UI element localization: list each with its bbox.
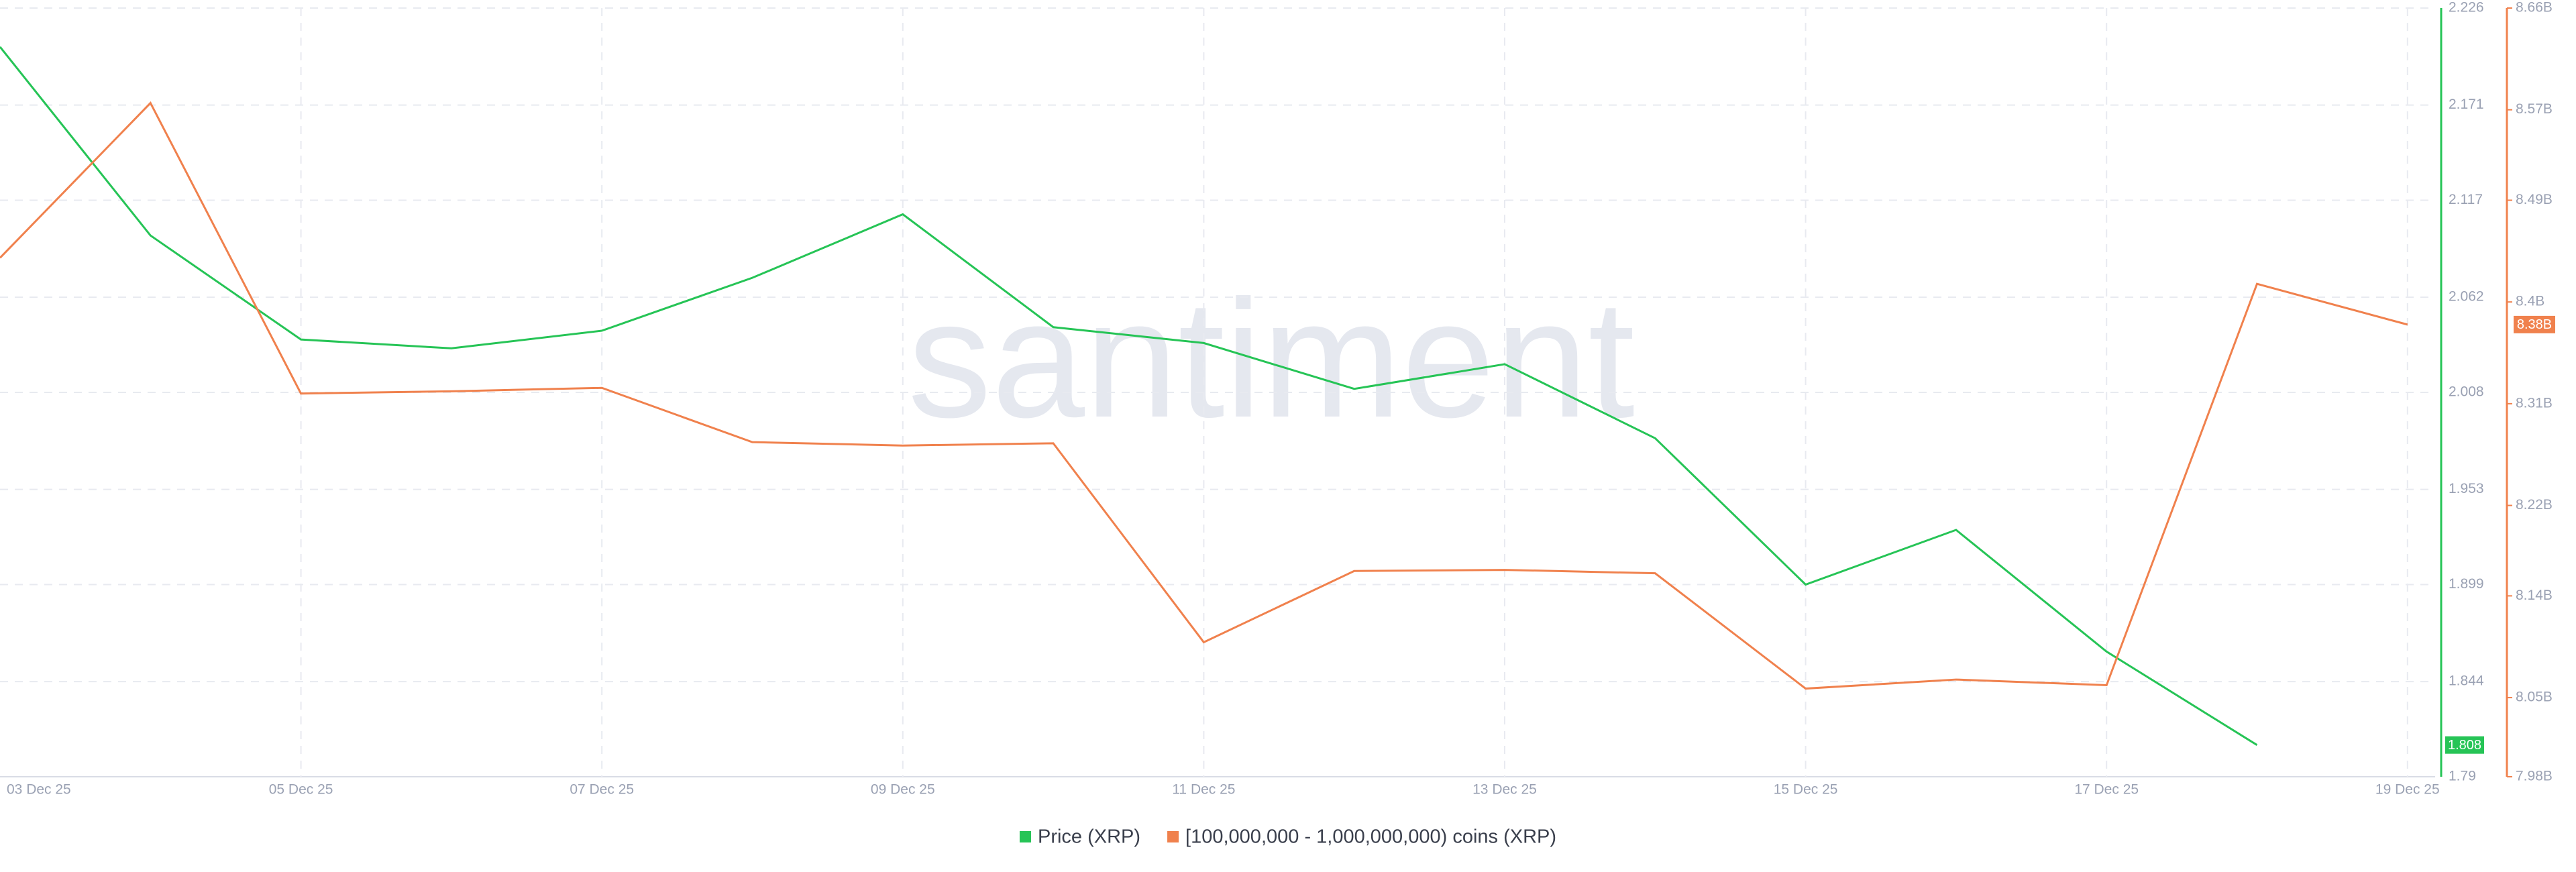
legend: Price (XRP) [100,000,000 - 1,000,000,000)… (1019, 826, 1556, 848)
y-tick-label: 2.062 (2449, 289, 2484, 305)
y2-tick-label: 7.98B (2516, 769, 2553, 784)
y2-tick-label: 8.22B (2516, 497, 2553, 512)
y-tick-label: 2.117 (2449, 192, 2483, 207)
series-line (0, 101, 2408, 690)
legend-label: Price (XRP) (1038, 826, 1140, 848)
x-tick-label: 19 Dec 25 (2375, 782, 2440, 798)
series-line (0, 46, 2258, 746)
x-tick-label: 05 Dec 25 (269, 782, 333, 798)
y-tick-label: 1.844 (2449, 673, 2484, 689)
x-tick-label: 13 Dec 25 (1472, 782, 1537, 798)
y2-tick-label: 8.14B (2516, 588, 2553, 603)
y2-tick-label: 8.66B (2516, 0, 2553, 15)
legend-label: [100,000,000 - 1,000,000,000) coins (XRP… (1185, 826, 1556, 848)
x-tick-label: 09 Dec 25 (871, 782, 935, 798)
y-tick-label: 1.79 (2449, 769, 2476, 784)
value-label: 8.38B (2517, 317, 2552, 332)
y2-tick-label: 8.57B (2516, 101, 2553, 117)
legend-swatch (1019, 831, 1031, 842)
x-tick-label: 03 Dec 25 (7, 782, 71, 798)
y2-tick-label: 8.4B (2516, 294, 2544, 309)
x-tick-label: 15 Dec 25 (1774, 782, 1838, 798)
y2-tick-label: 8.31B (2516, 395, 2553, 411)
x-tick-label: 11 Dec 25 (1172, 782, 1235, 798)
legend-swatch (1167, 831, 1179, 842)
value-tag (2445, 736, 2484, 754)
y-tick-label: 2.171 (2449, 97, 2484, 112)
y2-tick-label: 8.05B (2516, 690, 2553, 705)
value-label: 1.808 (2448, 738, 2481, 753)
watermark: santiment (908, 265, 1635, 452)
x-tick-label: 07 Dec 25 (570, 782, 634, 798)
y-tick-label: 1.899 (2449, 576, 2484, 592)
x-tick-label: 17 Dec 25 (2074, 782, 2139, 798)
y-tick-label: 1.953 (2449, 481, 2484, 496)
y-tick-label: 2.008 (2449, 384, 2484, 400)
value-tag (2514, 315, 2555, 333)
y2-tick-label: 8.49B (2516, 192, 2553, 207)
y-tick-label: 2.226 (2449, 0, 2484, 15)
